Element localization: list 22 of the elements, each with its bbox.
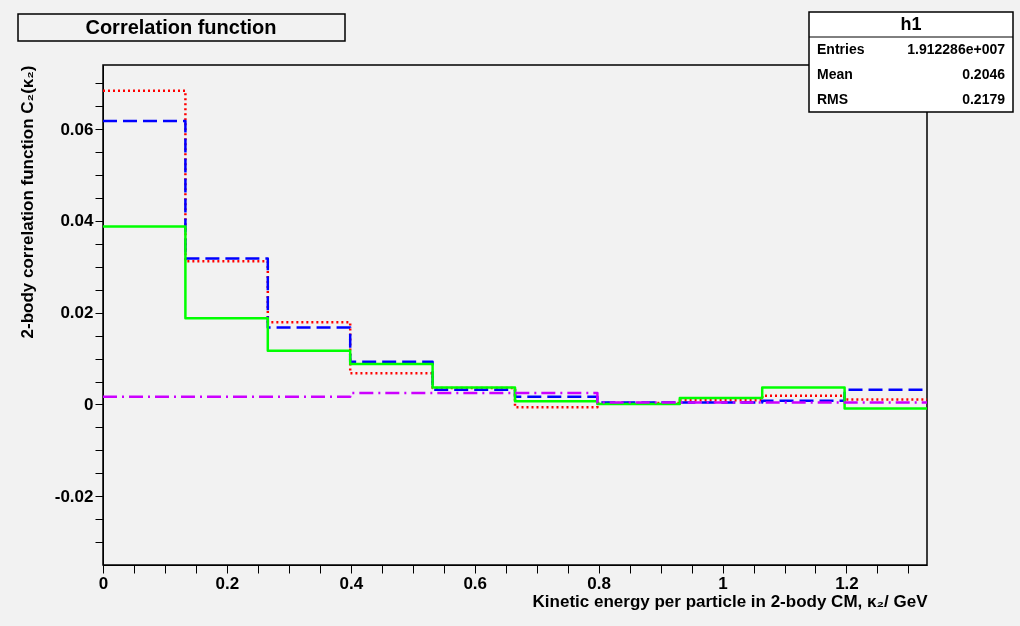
y-tick-label: 0.04 xyxy=(60,211,95,231)
text: h1 xyxy=(900,13,922,34)
x-tick-label: 1 xyxy=(718,573,728,593)
text: 0.2046 xyxy=(962,65,1006,82)
y-tick-label: -0.02 xyxy=(54,486,94,506)
annotation: Mean xyxy=(817,65,853,82)
text: 1.912286e+007 xyxy=(907,40,1006,57)
y-tick-label: 0.06 xyxy=(60,119,94,139)
chart-title: Correlation function xyxy=(85,16,277,38)
text: Entries xyxy=(817,40,865,57)
x-axis-title: Kinetic energy per particle in 2-body CM, κ₂/ GeV xyxy=(532,591,929,611)
y-tick-label: 0.02 xyxy=(60,303,94,323)
y-tick-label: 0 xyxy=(84,394,94,414)
annotation: RMS xyxy=(817,90,849,107)
y-axis-title: 2-body correlation function C₂(κ₂) xyxy=(17,65,37,339)
x-tick-label: 1.2 xyxy=(835,573,859,593)
x-tick-label: 0 xyxy=(98,573,109,593)
x-tick-label: 0.2 xyxy=(215,573,240,593)
x-tick-label: 0.8 xyxy=(587,573,611,593)
text: 0.2179 xyxy=(962,90,1006,107)
x-tick-label: 0.4 xyxy=(339,573,364,593)
x-tick-label: 0.6 xyxy=(463,573,488,593)
